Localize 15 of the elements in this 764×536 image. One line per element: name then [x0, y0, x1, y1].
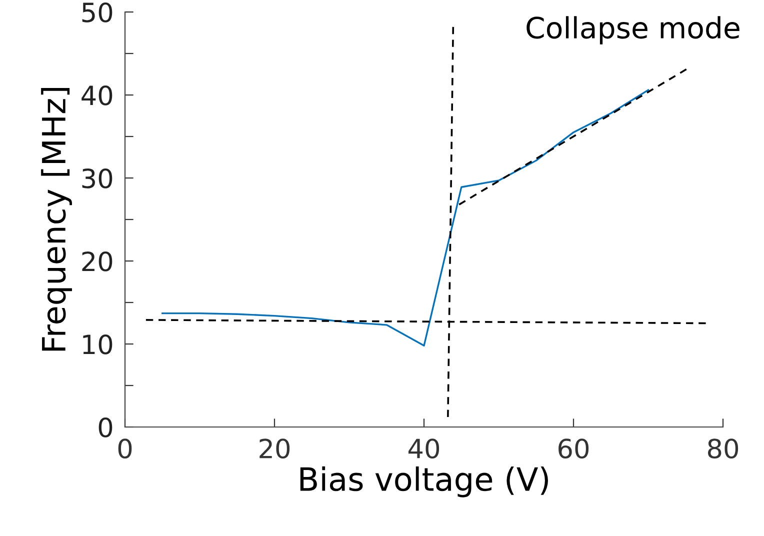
- x-tick-label: 60: [558, 438, 589, 459]
- y-tick-label: 20: [82, 251, 112, 272]
- x-tick-label: 20: [260, 438, 290, 459]
- x-tick-label: 80: [708, 438, 738, 459]
- y-tick-label: 40: [82, 85, 112, 106]
- y-tick-label: 10: [83, 334, 112, 354]
- line-series: [162, 89, 650, 346]
- x-axis-title: Bias voltage (V): [300, 466, 548, 498]
- y-tick-label: 30: [82, 168, 112, 188]
- annotation: Collapse mode: [526, 16, 740, 44]
- y-tick-label: 0: [98, 417, 112, 438]
- y-tick-label: 50: [82, 2, 112, 22]
- y-axis-title: Frequency [MHz]: [41, 88, 72, 351]
- x-tick-label: 0: [118, 438, 132, 459]
- x-tick-label: 40: [408, 438, 440, 459]
